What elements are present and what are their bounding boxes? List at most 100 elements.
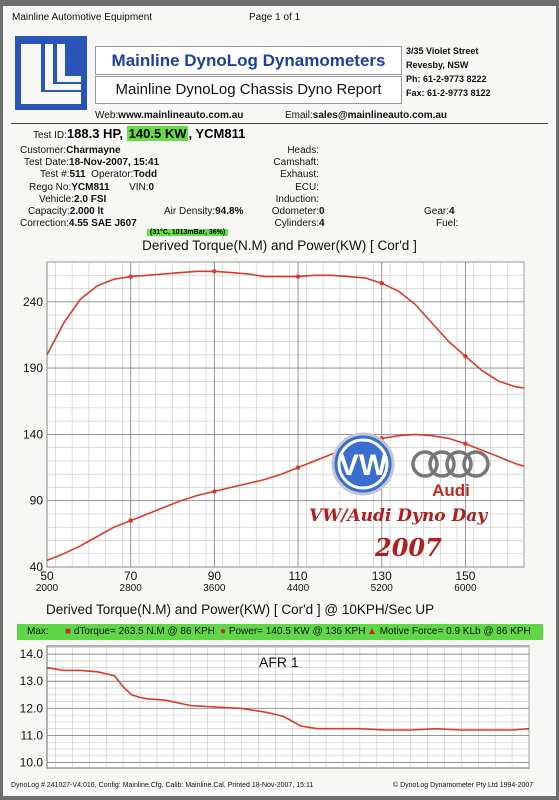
audi-logo: Audi — [411, 450, 490, 500]
x-tick-label: 150 — [455, 569, 475, 583]
correction-row: Correction:4.55 SAE J607 — [20, 218, 159, 230]
y-tick-label: 14.0 — [20, 647, 44, 661]
series-point — [463, 353, 468, 359]
test-number-label: Test #: — [40, 169, 70, 181]
fuel-line: Fuel: — [436, 218, 458, 229]
vehicle-label: Vehicle: — [39, 193, 75, 205]
page-number: Page 1 of 1 — [249, 12, 301, 23]
cylinders-row: Cylinders: — [233, 218, 319, 230]
audi-logo-text: Audi — [432, 481, 470, 500]
x-tick-label-rpm: 3600 — [203, 583, 226, 594]
vw-logo: VW — [331, 432, 395, 496]
email-address: sales@mainlineauto.com.au — [312, 110, 448, 121]
x-tick-label-rpm: 5200 — [371, 583, 394, 594]
exhaust-label: Exhaust: — [280, 169, 319, 181]
vw-logo-letters: VW — [339, 449, 388, 482]
max-power: ● Power= 140.5 KW @ 136 KPH — [220, 626, 365, 637]
series-point — [379, 281, 384, 286]
test-id-code: , YCM811 — [188, 126, 246, 141]
test-date-value: 18-Nov-2007, 15:41 — [69, 157, 160, 169]
customer-label: Customer: — [20, 145, 67, 156]
conditions-box: (31°C, 1013mBar, 36%) — [147, 221, 229, 239]
customer-row: Customer:Charmayne — [20, 145, 159, 157]
induction-label: Induction: — [275, 193, 319, 205]
max-torque-text: dTorque= 263.5 N.M @ 86 KPH — [73, 626, 215, 637]
footer-right: © DynoLog Dynamometer Pty Ltd 1994-2007 — [393, 782, 534, 789]
web-label: Web: — [95, 110, 119, 121]
test-date-row: Test Date:18-Nov-2007, 15:41 — [20, 157, 159, 169]
series-point — [212, 269, 217, 274]
capacity-value: 2.000 lt — [69, 206, 104, 218]
series-point — [295, 465, 301, 470]
x-tick-label-rpm: 6000 — [454, 583, 477, 594]
max-summary-bar: Max: ■ dTorque= 263.5 N.M @ 86 KPH ● Pow… — [17, 624, 543, 640]
fuel-label: Fuel: — [436, 218, 459, 229]
series-point — [295, 274, 301, 279]
test-number-row: Test #:511 Operator:Todd — [20, 169, 159, 181]
y-tick-label: 13.0 — [20, 674, 44, 688]
y-tick-label: 90 — [30, 494, 44, 508]
x-tick-label-rpm: 2800 — [120, 583, 143, 594]
gear-line: Gear:4 — [424, 206, 455, 217]
vehicle-value: 2.0 FSI — [74, 193, 107, 205]
x-tick-label: 50 — [40, 569, 54, 583]
y-tick-label: 240 — [23, 295, 43, 309]
conditions-value: (31°C, 1013mBar, 36%) — [147, 229, 229, 236]
chart1-title: Derived Torque(N.M) and Power(KW) [ Cor'… — [142, 238, 417, 253]
company-address: 3/35 Violet Street Revesby, NSW Ph: 61-2… — [406, 44, 491, 100]
x-tick-label-rpm: 2000 — [36, 583, 59, 594]
test-kw-highlight: 140.5 KW — [126, 126, 189, 141]
air-density-line: Air Density:94.8% — [164, 206, 243, 217]
cylinders-value: 4 — [319, 218, 325, 230]
max-motive-text: Motive Force= 0.9 KLb @ 86 KPH — [379, 626, 531, 637]
correction-label: Correction: — [20, 218, 69, 230]
heads-label: Heads: — [287, 145, 319, 156]
customer-value: Charmayne — [66, 145, 121, 156]
torque-power-chart: 4090140190240502000702800903600110440013… — [23, 261, 525, 594]
bullet-icon: ■ — [65, 626, 72, 637]
series-point — [212, 489, 217, 494]
max-label: Max: — [27, 626, 49, 637]
footer-left: DynoLog # 241027-V4.016, Config: Mainlin… — [11, 782, 314, 789]
ecu-label: ECU: — [295, 181, 319, 193]
vehicle-row: Vehicle:2.0 FSI — [20, 194, 159, 206]
address-line: Revesby, NSW — [406, 60, 469, 70]
max-torque: ■ dTorque= 263.5 N.M @ 86 KPH — [65, 626, 215, 637]
gear-label: Gear: — [424, 206, 450, 217]
afr-chart: 10.0 11.0 12.0 13.0 14.0 — [20, 645, 530, 770]
series-point — [128, 274, 133, 279]
series-point — [128, 518, 133, 523]
y-tick-label: 11.0 — [21, 728, 44, 742]
operator-value: Todd — [133, 169, 158, 181]
report-title-sub: Mainline DynoLog Chassis Dyno Report — [115, 81, 382, 98]
chart2-title: Derived Torque(N.M) and Power(KW) [ Cor'… — [46, 602, 435, 617]
capacity-row: Capacity:2.000 lt — [20, 206, 159, 218]
y-tick-label: 190 — [23, 361, 43, 375]
address-fax: Fax: 61-2-9773 8122 — [406, 88, 491, 98]
rego-row: Rego No:YCM811 VIN:0 — [20, 182, 159, 194]
x-tick-label: 130 — [372, 569, 392, 583]
web-address: www.mainlineauto.com.au — [118, 110, 244, 121]
test-details-right: Heads: Camshaft: Exhaust: ECU: Induction… — [233, 145, 319, 230]
odometer-value: 0 — [319, 206, 325, 217]
test-details-left: Customer:Charmayne Test Date:18-Nov-2007… — [20, 145, 159, 230]
x-tick-label: 110 — [288, 569, 307, 583]
capacity-label: Capacity: — [28, 206, 70, 218]
x-tick-label: 90 — [208, 569, 222, 583]
title-main-box: Mainline DynoLog Dynamometers — [95, 46, 402, 75]
air-density-label: Air Density: — [164, 206, 216, 217]
triangle-icon: ▲ — [367, 626, 377, 637]
series-line — [46, 433, 525, 562]
dyno-day-caption: VW/Audi Dyno Day — [309, 506, 488, 526]
rego-value: YCM811 — [71, 181, 110, 193]
y-tick-label: 10.0 — [20, 756, 44, 770]
report-title-main: Mainline DynoLog Dynamometers — [111, 51, 386, 70]
email-line: Email:sales@mainlineauto.com.au — [285, 110, 447, 121]
series-line — [46, 270, 525, 389]
mainline-logo — [15, 36, 87, 110]
bullet-icon: ● — [220, 626, 227, 637]
odo-cyl-values: 0 4 — [319, 206, 325, 230]
air-density-value: 94.8% — [215, 206, 244, 217]
cylinders-label: Cylinders: — [274, 218, 319, 230]
y-tick-label: 140 — [23, 427, 43, 441]
